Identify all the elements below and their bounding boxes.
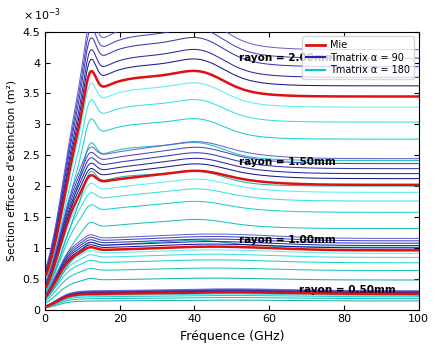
Text: rayon = 0.50mm: rayon = 0.50mm <box>299 286 396 295</box>
Y-axis label: Section efficace d'extinction (m²): Section efficace d'extinction (m²) <box>7 80 17 261</box>
Text: rayon = 1.00mm: rayon = 1.00mm <box>239 235 336 245</box>
Legend: Mie, Tmatrix α = 90, Tmatrix α = 180: Mie, Tmatrix α = 90, Tmatrix α = 180 <box>302 36 414 79</box>
Text: $\times\,10^{-3}$: $\times\,10^{-3}$ <box>23 7 61 23</box>
X-axis label: Fréquence (GHz): Fréquence (GHz) <box>180 330 284 343</box>
Text: rayon = 2.00mm: rayon = 2.00mm <box>239 52 336 63</box>
Text: rayon = 1.50mm: rayon = 1.50mm <box>239 157 336 167</box>
